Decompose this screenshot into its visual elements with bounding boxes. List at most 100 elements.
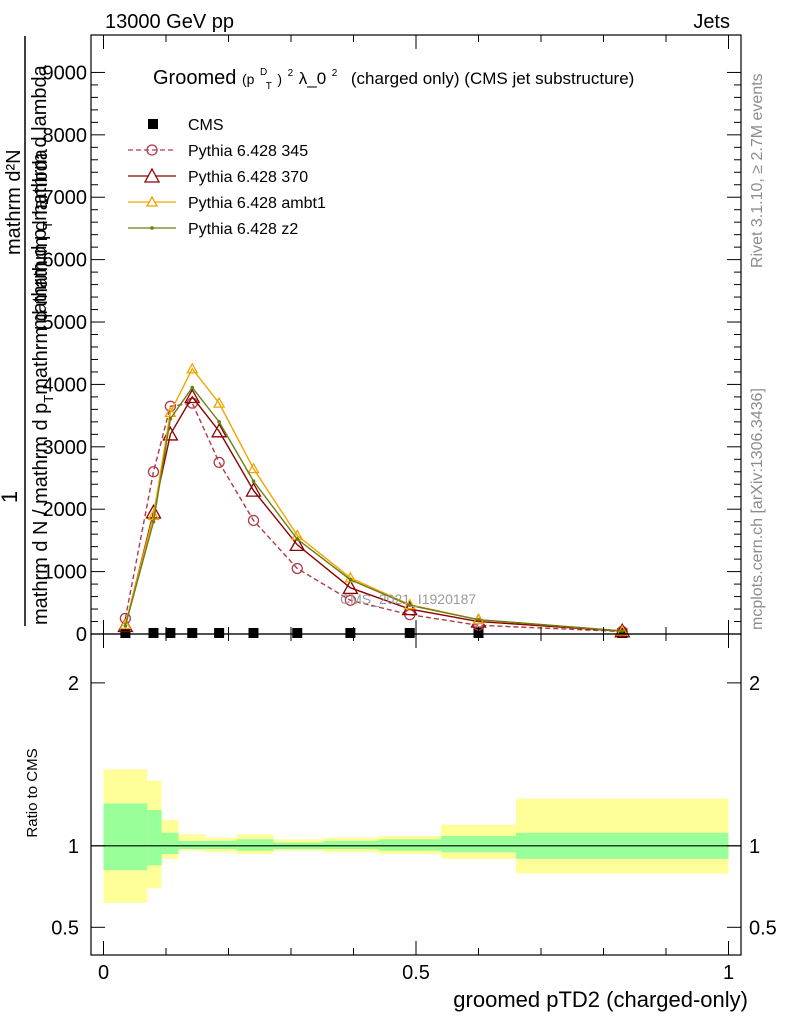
legend-label-cms: CMS [188,117,224,134]
y-label-numerator-rest: mathrm d pTmathrm d lambda [29,64,55,330]
legend-item-cms: CMS [148,117,224,134]
main-ytick-label-7: 7000 [43,187,88,209]
series-0-point-0 [120,627,131,638]
series-3-point-4 [213,396,226,408]
ratio-xtick-label-2: 1 [723,962,734,984]
legend-marker-cms [148,119,158,129]
x-axis-label: groomed pTD2 (charged-only) [453,987,748,1012]
ratio-band-inner-2 [161,832,179,854]
ratio-band-inner-7 [323,840,379,850]
series-4-point-5 [251,479,256,483]
legend-label-ambt1: Pythia 6.428 ambt1 [188,195,326,212]
series-4-point-4 [217,420,221,424]
mcplots-label: mcplots.cern.ch [arXiv:1306.3436] [749,388,766,630]
series-2-point-3 [184,388,201,404]
y-label-numerator: mathrm d²N [3,149,25,255]
series-0 [120,627,628,638]
legend-marker-345 [146,144,158,156]
series-4-point-1 [151,519,156,524]
title-lambda: λ_0 [299,69,326,88]
series-4-point-0 [123,624,128,628]
main-ytick-label-1: 1000 [43,562,88,584]
ratio-y-label: Ratio to CMS [24,748,41,837]
ratio-ytick-label-2: 2 [68,673,79,695]
axis-ticks: 0 1000 2000 3000 4000 5000 6000 7000 8000 9000 0.5… [43,35,777,984]
main-ytick-label-3: 3000 [43,437,88,459]
series-2-point-7 [342,579,359,595]
ratio-band-inner-8 [378,839,441,851]
series-1-point-5 [247,514,260,527]
ratio-xtick-label-1: 0.5 [402,962,430,984]
legend-label-345: Pythia 6.428 345 [188,143,308,160]
legend-marker-ambt1 [145,195,159,207]
title-paren-open: (p [242,71,255,87]
series-1-point-1 [147,466,160,478]
ratio-ytick-label-1: 1 [68,836,79,858]
legend-item-ambt1: Pythia 6.428 ambt1 [128,195,326,212]
series-2-point-5 [245,482,262,497]
series-4-point-10 [620,629,625,633]
main-ytick-label-9: 9000 [43,62,88,84]
main-ytick-label-4: 4000 [43,374,88,396]
main-series [117,362,631,638]
title-suffix: (charged only) (CMS jet substructure) [351,69,634,88]
main-ytick-label-2: 2000 [43,499,88,521]
series-3-point-3 [186,362,199,374]
series-3-point-2 [164,406,177,418]
ratio-bands [103,769,729,903]
ratio-ytick-label-right-2: 2 [749,673,760,695]
series-1-point-6 [291,562,303,575]
series-4-point-9 [476,617,481,622]
title-sup-2b: 2 [332,68,338,79]
title-paren-close: ) [277,71,282,87]
title-sub-t: T [266,81,272,92]
ratio-ytick-label-right-0: 0.5 [749,917,777,939]
series-line-1 [124,402,623,633]
series-2-point-6 [289,536,306,552]
main-ytick-label-8: 8000 [43,125,88,147]
series-2-point-4 [211,422,228,438]
plot-title: Groomed (p D T ) 2 λ_0 2 (charged only) … [153,58,634,94]
series-line-2 [124,395,623,632]
legend-marker-370 [143,167,161,183]
title-sup-d: D [260,67,267,78]
series-0-point-4 [214,627,225,638]
series-0-point-1 [148,627,159,638]
series-4-point-2 [168,416,173,421]
main-ytick-label-6: 6000 [43,250,88,272]
series-0-point-8 [404,627,415,638]
y-label-one: 1 [0,491,22,503]
legend-label-370: Pythia 6.428 370 [188,169,308,186]
main-ytick-label-5: 5000 [43,312,88,334]
series-0-point-10 [617,627,628,638]
series-0-point-7 [345,627,356,638]
header-left: 13000 GeV pp [105,11,234,33]
ratio-xtick-label-0: 0 [98,962,109,984]
series-3-point-5 [247,462,260,474]
legend-item-345: Pythia 6.428 345 [128,143,308,160]
ratio-band-inner-0 [103,803,148,871]
ratio-band-inner-3 [178,840,206,850]
series-0-point-6 [292,627,303,638]
series-4-point-6 [295,537,300,541]
series-4-point-7 [348,577,353,582]
series-0-point-5 [248,627,259,638]
series-0-point-3 [187,627,198,638]
legend-marker-z2 [150,226,154,230]
series-4-point-8 [407,603,412,608]
ratio-band-inner-9 [441,836,516,853]
main-ytick-label-0: 0 [76,624,87,646]
series-0-point-2 [165,627,176,638]
legend-label-z2: Pythia 6.428 z2 [188,221,298,238]
series-4 [123,385,625,633]
series-3-point-0 [119,618,132,630]
ratio-band-inner-4 [205,840,237,850]
legend-item-370: Pythia 6.428 370 [128,167,308,186]
header-right: Jets [693,11,730,33]
legend-item-z2: Pythia 6.428 z2 [128,221,298,238]
ratio-band-inner-1 [147,809,162,866]
watermark: CMS_2021_I1920187 [340,591,476,607]
rivet-label: Rivet 3.1.10, ≥ 2.7M events [749,73,766,268]
ratio-ytick-label-right-1: 1 [749,836,760,858]
